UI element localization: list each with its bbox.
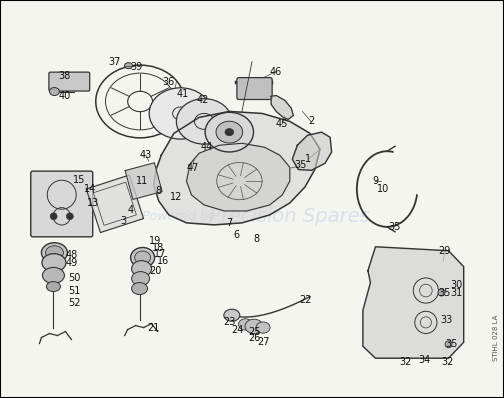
Text: 1: 1 bbox=[305, 154, 311, 164]
Text: 36: 36 bbox=[163, 76, 175, 87]
Text: 47: 47 bbox=[186, 163, 199, 173]
Text: 35: 35 bbox=[295, 160, 307, 170]
Text: 41: 41 bbox=[176, 88, 188, 99]
Text: 45: 45 bbox=[276, 119, 288, 129]
Ellipse shape bbox=[245, 319, 263, 334]
Text: 24: 24 bbox=[232, 324, 244, 335]
Text: Precision Spares: Precision Spares bbox=[210, 207, 370, 226]
Ellipse shape bbox=[132, 271, 150, 286]
Ellipse shape bbox=[49, 88, 59, 96]
Polygon shape bbox=[154, 111, 320, 225]
Text: 44: 44 bbox=[201, 142, 213, 152]
Ellipse shape bbox=[256, 322, 270, 333]
Text: 9: 9 bbox=[372, 176, 378, 186]
Text: 34: 34 bbox=[419, 355, 431, 365]
Text: 43: 43 bbox=[140, 150, 152, 160]
Ellipse shape bbox=[131, 248, 155, 267]
Text: 25: 25 bbox=[248, 327, 261, 338]
Text: 15: 15 bbox=[74, 175, 86, 185]
Ellipse shape bbox=[124, 62, 133, 69]
Text: 38: 38 bbox=[58, 70, 70, 81]
Ellipse shape bbox=[238, 319, 253, 330]
Circle shape bbox=[445, 341, 452, 348]
Circle shape bbox=[438, 289, 445, 296]
Text: 52: 52 bbox=[68, 298, 80, 308]
Text: 19: 19 bbox=[149, 236, 161, 246]
Text: 49: 49 bbox=[66, 258, 78, 268]
Text: 12: 12 bbox=[170, 192, 182, 202]
Polygon shape bbox=[86, 175, 144, 232]
Text: 37: 37 bbox=[109, 57, 121, 67]
Text: 8: 8 bbox=[156, 186, 162, 196]
FancyBboxPatch shape bbox=[31, 171, 93, 237]
Ellipse shape bbox=[176, 99, 232, 144]
Ellipse shape bbox=[132, 283, 148, 295]
FancyBboxPatch shape bbox=[237, 78, 272, 100]
Text: 46: 46 bbox=[270, 66, 282, 77]
Text: 31: 31 bbox=[450, 287, 462, 298]
Text: 17: 17 bbox=[154, 249, 166, 259]
Ellipse shape bbox=[42, 254, 66, 272]
FancyBboxPatch shape bbox=[49, 72, 90, 91]
Text: 14: 14 bbox=[84, 184, 96, 194]
Text: STIHL 028 LA: STIHL 028 LA bbox=[493, 315, 499, 361]
Text: 35: 35 bbox=[445, 339, 457, 349]
Text: 32: 32 bbox=[400, 357, 412, 367]
Text: Powered by: Powered by bbox=[142, 211, 216, 223]
Text: 22: 22 bbox=[300, 295, 312, 306]
Text: 13: 13 bbox=[87, 198, 99, 208]
Ellipse shape bbox=[205, 112, 254, 152]
Ellipse shape bbox=[42, 267, 65, 283]
Text: 23: 23 bbox=[223, 317, 235, 328]
Polygon shape bbox=[363, 247, 464, 358]
Ellipse shape bbox=[45, 246, 64, 260]
Text: 6: 6 bbox=[234, 230, 240, 240]
Polygon shape bbox=[271, 96, 293, 119]
Circle shape bbox=[67, 213, 74, 220]
Ellipse shape bbox=[216, 121, 242, 143]
Text: 3: 3 bbox=[120, 216, 127, 226]
Circle shape bbox=[50, 213, 57, 220]
Text: 18: 18 bbox=[152, 242, 164, 253]
Ellipse shape bbox=[132, 261, 152, 277]
Text: 30: 30 bbox=[450, 279, 462, 290]
Text: 48: 48 bbox=[66, 250, 78, 260]
Polygon shape bbox=[125, 163, 162, 199]
Text: 21: 21 bbox=[148, 323, 160, 334]
Ellipse shape bbox=[225, 129, 234, 136]
Ellipse shape bbox=[41, 243, 68, 263]
Text: 2: 2 bbox=[308, 116, 314, 127]
Ellipse shape bbox=[135, 251, 151, 264]
Text: 10: 10 bbox=[377, 184, 389, 194]
Ellipse shape bbox=[149, 88, 212, 139]
Text: 4: 4 bbox=[128, 205, 134, 215]
Ellipse shape bbox=[224, 309, 240, 321]
Text: 42: 42 bbox=[197, 95, 209, 105]
Polygon shape bbox=[292, 132, 332, 170]
Text: 33: 33 bbox=[440, 315, 452, 326]
Ellipse shape bbox=[46, 281, 60, 292]
Text: 11: 11 bbox=[136, 176, 148, 186]
Text: 20: 20 bbox=[149, 265, 161, 276]
Text: 35: 35 bbox=[388, 222, 400, 232]
Text: 29: 29 bbox=[438, 246, 451, 256]
Text: 40: 40 bbox=[58, 90, 71, 101]
Text: 16: 16 bbox=[157, 256, 169, 266]
Text: 35: 35 bbox=[438, 287, 451, 298]
Text: 39: 39 bbox=[130, 62, 142, 72]
Text: 51: 51 bbox=[68, 286, 80, 297]
Text: 27: 27 bbox=[257, 337, 269, 347]
Polygon shape bbox=[186, 143, 290, 211]
Text: 50: 50 bbox=[68, 273, 80, 283]
Text: 32: 32 bbox=[442, 357, 454, 367]
Text: 8: 8 bbox=[253, 234, 259, 244]
Text: 26: 26 bbox=[248, 332, 261, 343]
Text: 7: 7 bbox=[226, 218, 232, 228]
